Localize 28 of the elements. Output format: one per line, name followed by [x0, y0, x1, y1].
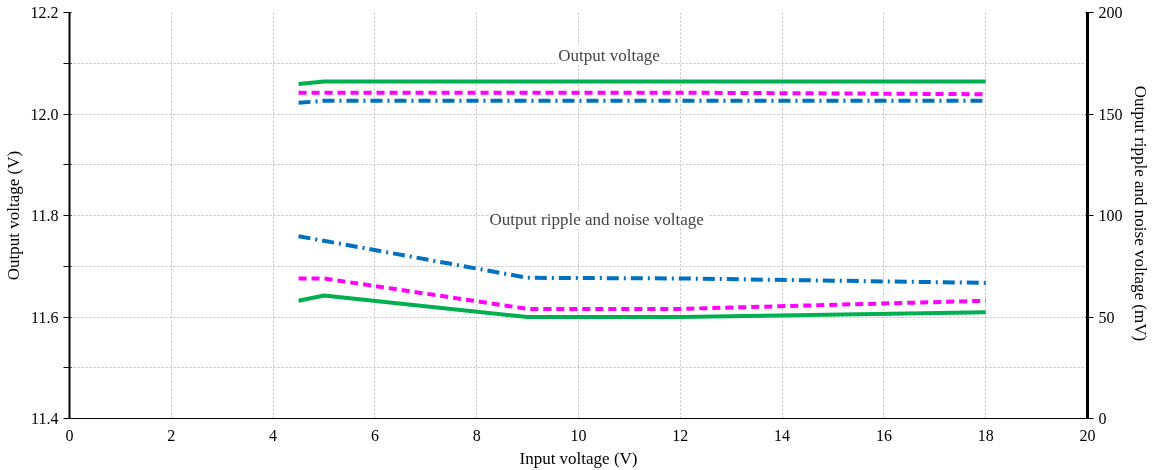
y-tick-label: 11.6 [31, 308, 59, 326]
line-series [296, 234, 988, 285]
y2-tick-label: 150 [1098, 105, 1123, 123]
y2-tick-label: 200 [1098, 4, 1123, 21]
y2-tick-label: 50 [1098, 308, 1115, 326]
x-tick-label: 20 [1079, 426, 1096, 444]
x-tick-label: 6 [370, 426, 379, 444]
x-tick-label: 2 [167, 426, 176, 444]
x-tick-label: 10 [570, 426, 587, 444]
x-tick-label: 18 [977, 426, 994, 444]
y-tick-label: 12.0 [30, 105, 59, 123]
line-series [296, 293, 988, 319]
annotation: Output voltage [558, 45, 660, 65]
x-tick-label: 4 [269, 426, 278, 444]
x-tick-label: 12 [672, 426, 689, 444]
y-tick-label: 12.2 [30, 4, 59, 21]
x-tick-label: 14 [774, 426, 791, 444]
y-tick-label: 11.4 [31, 410, 59, 427]
annotation: Output ripple and noise voltage [489, 210, 704, 230]
y2-tick-label: 0 [1098, 410, 1107, 427]
x-axis-title: Input voltage (V) [519, 448, 638, 468]
x-tick-label: 16 [875, 426, 892, 444]
y2-axis-title: Output ripple and noise voltage (mV) [1130, 85, 1150, 342]
y2-tick-label: 100 [1098, 207, 1123, 224]
x-tick-label: 0 [65, 426, 74, 444]
x-tick-label: 8 [472, 426, 481, 444]
y-axis-title: Output voltage (V) [3, 150, 23, 281]
y-tick-label: 11.8 [31, 207, 59, 224]
